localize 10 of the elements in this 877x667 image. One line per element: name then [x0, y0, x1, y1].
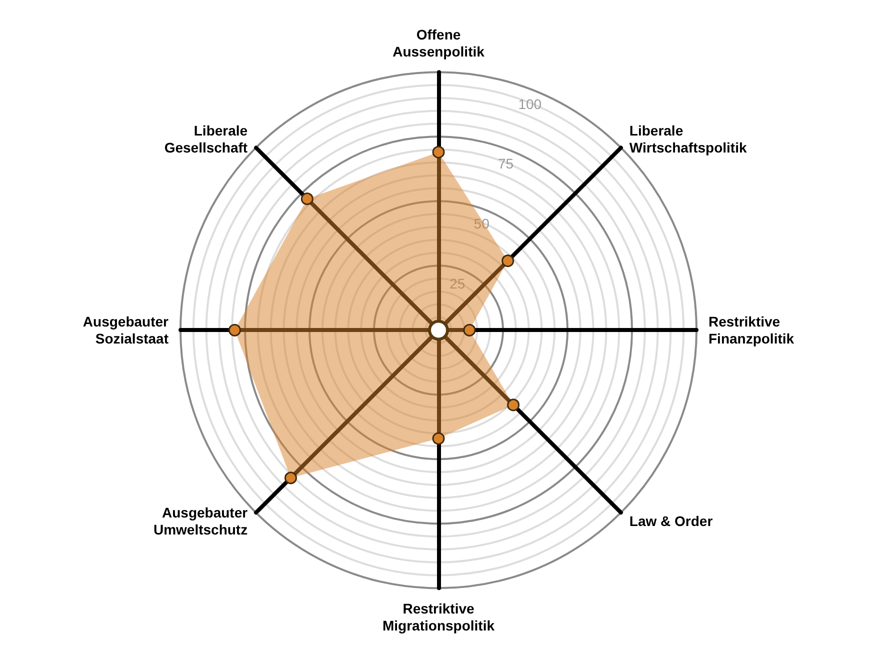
y-tick-label: 75 — [498, 156, 514, 172]
spoke-label: Law & Order — [629, 513, 714, 530]
spoke-label: Ausgebauter Sozialstaat — [82, 314, 170, 347]
spoke-label: Offene Aussenpolitik — [392, 26, 485, 60]
spoke-label: Restriktive Migrationspolitik — [382, 600, 495, 634]
spoke-label: Restriktive Finanzpolitik — [708, 314, 794, 347]
y-tick-label: 100 — [518, 96, 542, 112]
spoke-label: Liberale Gesellschaft — [164, 122, 248, 156]
spoke-label: Liberale Wirtschaftspolitik — [629, 122, 747, 156]
spoke-label: Ausgebauter Umweltschutz — [153, 504, 248, 538]
